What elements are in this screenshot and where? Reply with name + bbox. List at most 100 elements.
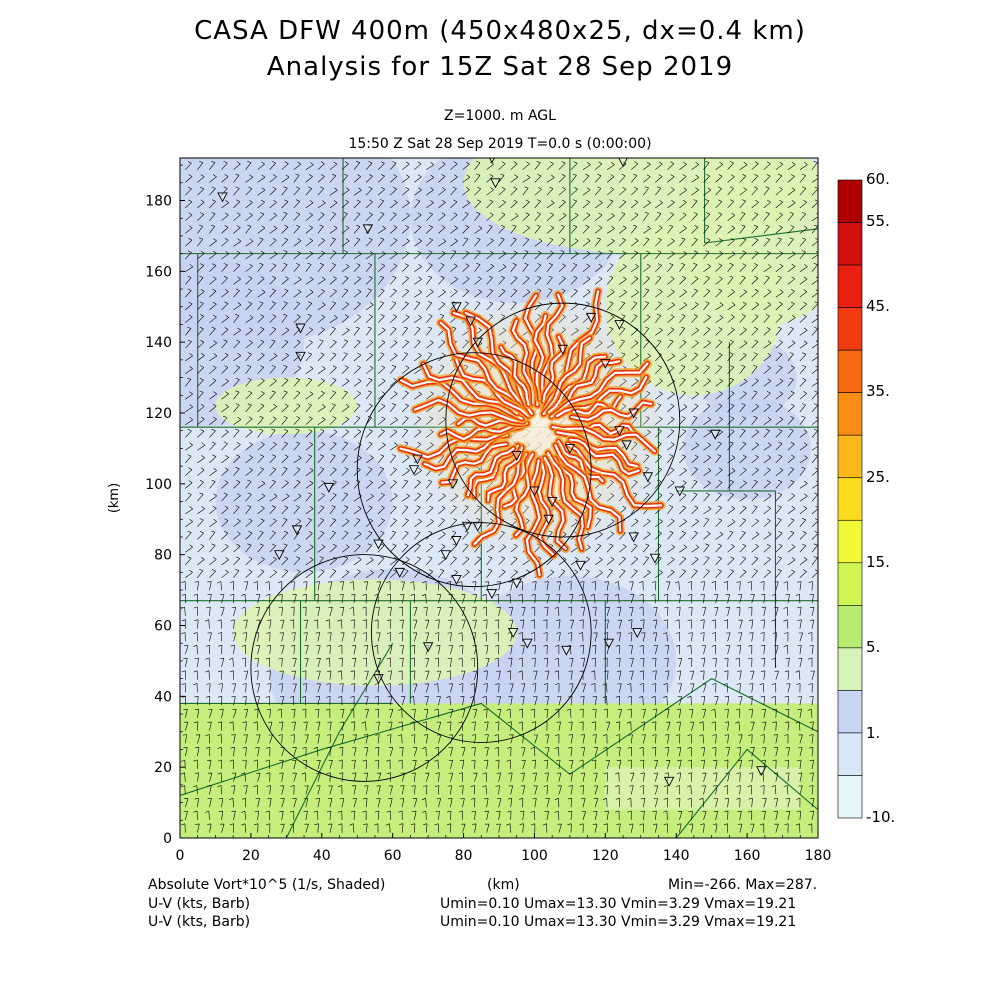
station-marker	[631, 628, 643, 639]
vorticity-blue-patch	[683, 397, 811, 500]
station-marker	[511, 451, 522, 461]
colorbar-label: 45.	[866, 297, 890, 315]
station-marker	[273, 550, 285, 561]
vorticity-band-core	[554, 444, 622, 533]
vorticity-band-core	[525, 459, 541, 577]
colorbar-segment	[837, 392, 863, 436]
x-tick-label: 180	[805, 848, 832, 864]
time-label: 15:50 Z Sat 28 Sep 2019 T=0.0 s (0:00:00…	[348, 136, 652, 152]
wind-label-1: U-V (kts, Barb)	[148, 896, 251, 912]
colorbar-label: 60.	[866, 170, 890, 188]
station-marker	[575, 560, 586, 571]
chart-subtitle: Analysis for 15Z Sat 28 Sep 2019	[266, 52, 734, 82]
county-line	[704, 228, 818, 244]
colorbar-segment	[837, 690, 863, 734]
axes: 0 20 40 60 80 100 120 140 160 180 0 20 40 60 80 100 120 1…	[107, 164, 832, 864]
station-marker	[600, 358, 611, 369]
vorticity-band-core	[533, 314, 547, 401]
y-tick-label: 180	[145, 194, 172, 210]
colorbar-label: 1.	[866, 724, 880, 742]
level-label: Z=1000. m AGL	[444, 108, 556, 124]
radar-range-ring	[356, 352, 592, 588]
x-tick-label: 0	[176, 848, 185, 864]
colorbar: 60. 55. 45. 35. 25. 15. 5. 1. -10.	[837, 170, 895, 826]
colorbar-segment	[837, 647, 863, 691]
station-marker	[486, 589, 498, 600]
vorticity-band-core	[464, 311, 533, 415]
y-tick-label: 160	[145, 264, 172, 280]
vorticity-band-core	[543, 456, 567, 550]
station-marker	[490, 178, 501, 189]
vorticity-band-core	[550, 362, 649, 418]
y-tick-label: 60	[154, 619, 172, 635]
station-marker	[472, 521, 483, 532]
station-marker	[628, 408, 639, 419]
x-tick-label: 20	[242, 848, 260, 864]
station-markers	[217, 158, 767, 787]
station-marker	[564, 443, 576, 454]
station-marker	[618, 158, 628, 168]
county-line	[675, 748, 818, 838]
colorbar-segment	[837, 605, 863, 649]
station-marker	[603, 638, 615, 649]
wind-stats-2: Umin=0.10 Umax=13.30 Vmin=3.29 Vmax=19.2…	[440, 914, 797, 930]
station-marker	[440, 550, 452, 561]
colorbar-segment	[837, 477, 863, 521]
vorticity-band-core	[542, 337, 591, 416]
vorticity-band-core	[556, 431, 639, 468]
vorticity-band-core	[572, 395, 622, 415]
radar-range-ring	[445, 302, 681, 538]
county-lines	[180, 158, 818, 838]
wind-stats-1: Umin=0.10 Umax=13.30 Vmin=3.29 Vmax=19.2…	[440, 896, 797, 912]
station-marker	[323, 482, 335, 493]
station-marker	[546, 497, 558, 508]
colorbar-label: 15.	[866, 553, 890, 571]
station-marker	[295, 323, 306, 334]
colorbar-segment	[837, 519, 863, 564]
colorbar-label: 25.	[866, 468, 890, 486]
station-marker	[642, 472, 654, 483]
station-marker	[674, 486, 686, 497]
station-marker	[465, 316, 476, 327]
station-marker	[557, 344, 569, 355]
x-tick-label: 140	[663, 848, 690, 864]
station-marker	[522, 638, 533, 649]
station-marker	[295, 351, 306, 362]
storm-vorticity-bands	[396, 286, 666, 580]
y-tick-label: 120	[145, 406, 172, 422]
vorticity-band-core	[540, 293, 564, 398]
vorticity-band-core	[439, 321, 517, 401]
station-marker	[663, 776, 675, 787]
station-marker	[451, 575, 462, 585]
station-marker	[649, 553, 661, 564]
vorticity-band-core	[569, 438, 640, 476]
colorbar-segment	[837, 732, 863, 776]
vorticity-green-patch	[215, 377, 358, 435]
y-tick-label: 40	[154, 689, 172, 705]
vorticity-band-core	[440, 443, 508, 484]
station-marker	[451, 302, 462, 313]
station-marker	[408, 465, 420, 476]
wind-label-2: U-V (kts, Barb)	[148, 914, 251, 930]
station-marker	[373, 674, 384, 685]
county-line	[285, 642, 394, 838]
vorticity-green-patch	[233, 579, 517, 686]
vorticity-band-core	[473, 452, 524, 546]
colorbar-segment	[837, 349, 863, 393]
x-tick-label: 40	[313, 848, 331, 864]
station-marker	[529, 486, 540, 497]
station-marker	[373, 539, 384, 550]
vorticity-band-core	[413, 398, 525, 423]
vorticity-band-core	[557, 440, 604, 483]
colorbar-label: -10.	[866, 808, 895, 826]
x-tick-label: 60	[384, 848, 402, 864]
colorbar-segment	[837, 222, 863, 266]
county-line	[180, 677, 818, 797]
station-marker	[412, 454, 423, 465]
station-marker	[291, 525, 303, 536]
colorbar-segment	[837, 434, 863, 479]
y-tick-label: 80	[154, 548, 172, 564]
station-marker	[447, 479, 459, 490]
colorbar-segment	[837, 775, 863, 819]
